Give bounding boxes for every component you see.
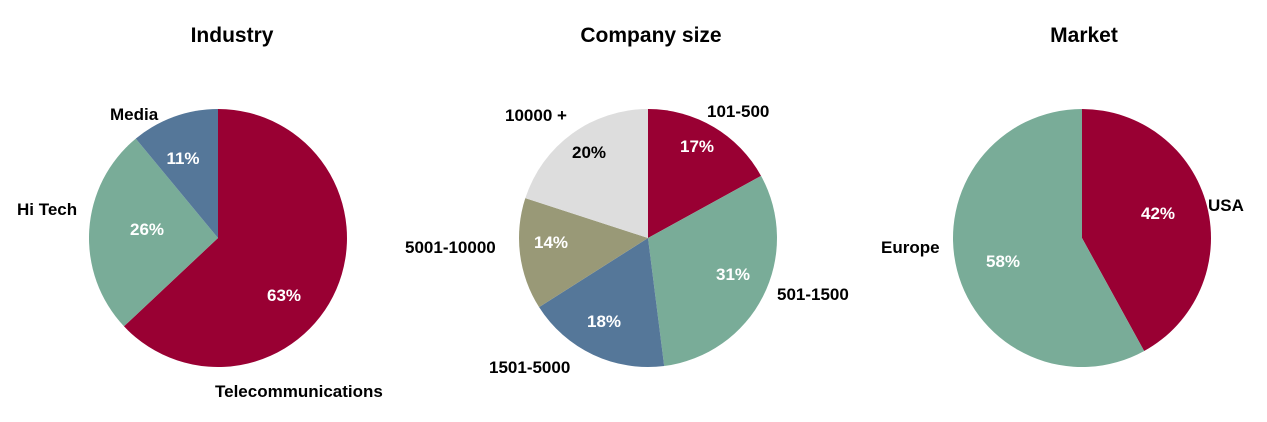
pie-slice-telecommunications — [123, 109, 347, 367]
market-chart: Market USA Europe 42% 58% — [881, 24, 1244, 367]
slice-label-101-500: 101-500 — [707, 102, 769, 121]
slices-group — [88, 109, 347, 367]
pie-slice-1501-5000 — [539, 238, 665, 367]
slice-label-usa: USA — [1208, 196, 1244, 215]
industry-chart: Industry Telecommunications Hi Tech Medi… — [17, 24, 383, 401]
slice-value-5001-10000: 14% — [534, 233, 568, 252]
slice-value-101-500: 17% — [680, 137, 714, 156]
slice-label-1501-5000: 1501-5000 — [489, 358, 570, 377]
chart-title: Company size — [580, 24, 721, 47]
slice-label-europe: Europe — [881, 238, 940, 257]
slice-value-hi-tech: 26% — [130, 220, 164, 239]
pie-slice-10000-plus — [525, 108, 648, 238]
pie-slice-501-1500 — [648, 175, 777, 366]
pie-slice-media — [135, 109, 218, 238]
slice-label-5001-10000: 5001-10000 — [405, 238, 496, 257]
pie-slice-101-500 — [648, 109, 762, 238]
slice-label-10000-plus: 10000 + — [505, 106, 567, 125]
pie-slice-europe — [952, 108, 1145, 367]
pie-slice-5001-10000 — [518, 198, 648, 308]
chart-title: Market — [1050, 24, 1118, 47]
pie-slice-hi-tech — [88, 138, 218, 327]
slice-label-hi-tech: Hi Tech — [17, 200, 77, 219]
slice-value-501-1500: 31% — [716, 265, 750, 284]
slice-value-10000-plus: 20% — [572, 143, 606, 162]
slices-group — [518, 108, 777, 367]
slice-label-media: Media — [110, 105, 159, 124]
slice-label-501-1500: 501-1500 — [777, 285, 849, 304]
slice-value-media: 11% — [166, 149, 199, 168]
slice-value-usa: 42% — [1141, 204, 1175, 223]
slices-group — [952, 108, 1211, 367]
chart-title: Industry — [191, 24, 274, 47]
company-size-chart: Company size 101-500 501-1500 1501-5000 … — [405, 24, 849, 377]
slice-value-1501-5000: 18% — [587, 312, 621, 331]
slice-value-telecommunications: 63% — [267, 286, 301, 305]
pie-slice-usa — [1082, 109, 1211, 352]
slice-label-telecommunications: Telecommunications — [215, 382, 383, 401]
slice-value-europe: 58% — [986, 252, 1020, 271]
